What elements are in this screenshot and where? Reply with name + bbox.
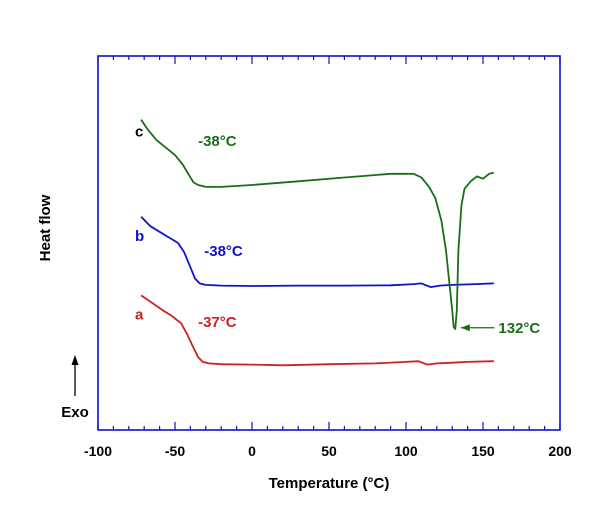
annotation-a-temp: -37°C (198, 314, 237, 331)
annotation-c-label: c (135, 123, 143, 140)
x-tick-label: -50 (165, 443, 185, 459)
plot-frame (97, 55, 561, 431)
series-line-c (140, 119, 495, 330)
x-tick-labels: -100 -50 0 50 100 150 200 (84, 443, 572, 459)
x-tick-label: 150 (471, 443, 495, 459)
exo-arrowhead-icon (71, 355, 79, 365)
annotation-b-label: b (135, 228, 144, 245)
exo-label: Exo (61, 404, 89, 421)
x-tick-label: 200 (548, 443, 572, 459)
peak-arrowhead-icon (460, 324, 470, 332)
annotation-c-temp: 132°C (498, 320, 540, 337)
series-line-a (140, 294, 494, 367)
annotation-layer: a -37°C b -38°C c -38°C 132°C (135, 123, 540, 336)
annotation-c-temp: -38°C (198, 133, 237, 150)
x-tick-label: -100 (84, 443, 112, 459)
series-layer (140, 119, 495, 367)
y-axis-title: Heat flow (37, 194, 54, 261)
x-tick-label: 0 (248, 443, 256, 459)
series-line-b (140, 216, 494, 288)
annotation-a-label: a (135, 307, 144, 324)
x-ticks (97, 56, 561, 430)
x-tick-label: 100 (394, 443, 418, 459)
annotation-b-temp: -38°C (204, 243, 243, 260)
x-axis-title: Temperature (°C) (269, 475, 390, 492)
x-tick-label: 50 (321, 443, 337, 459)
